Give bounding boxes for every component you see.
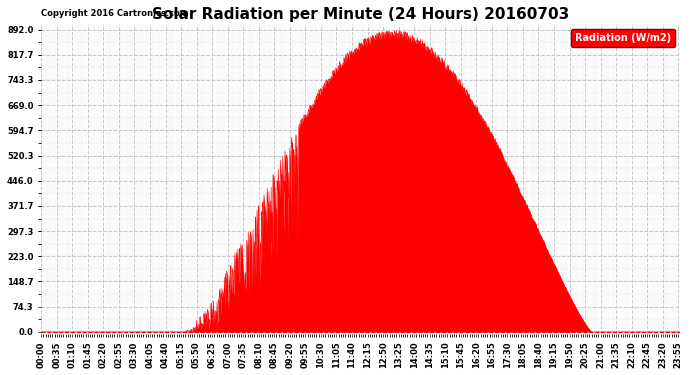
Text: Copyright 2016 Cartronics.com: Copyright 2016 Cartronics.com (41, 9, 188, 18)
Legend: Radiation (W/m2): Radiation (W/m2) (571, 29, 676, 47)
Title: Solar Radiation per Minute (24 Hours) 20160703: Solar Radiation per Minute (24 Hours) 20… (152, 7, 569, 22)
